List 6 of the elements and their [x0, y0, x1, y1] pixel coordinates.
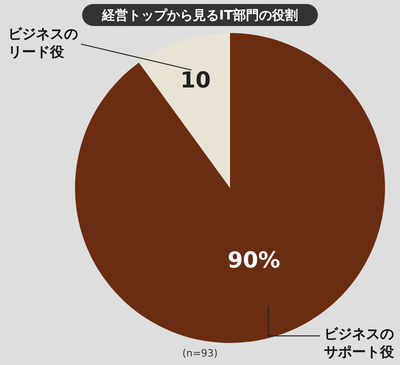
data-label: 90%	[228, 248, 280, 274]
slice-label: ビジネスのリード役	[8, 26, 78, 61]
data-label: 10	[180, 68, 211, 94]
slice-label: ビジネスのサポート役	[324, 326, 395, 361]
chart-title: 経営トップから見るIT部門の役割	[101, 7, 298, 24]
text: (n=93)	[182, 348, 218, 360]
